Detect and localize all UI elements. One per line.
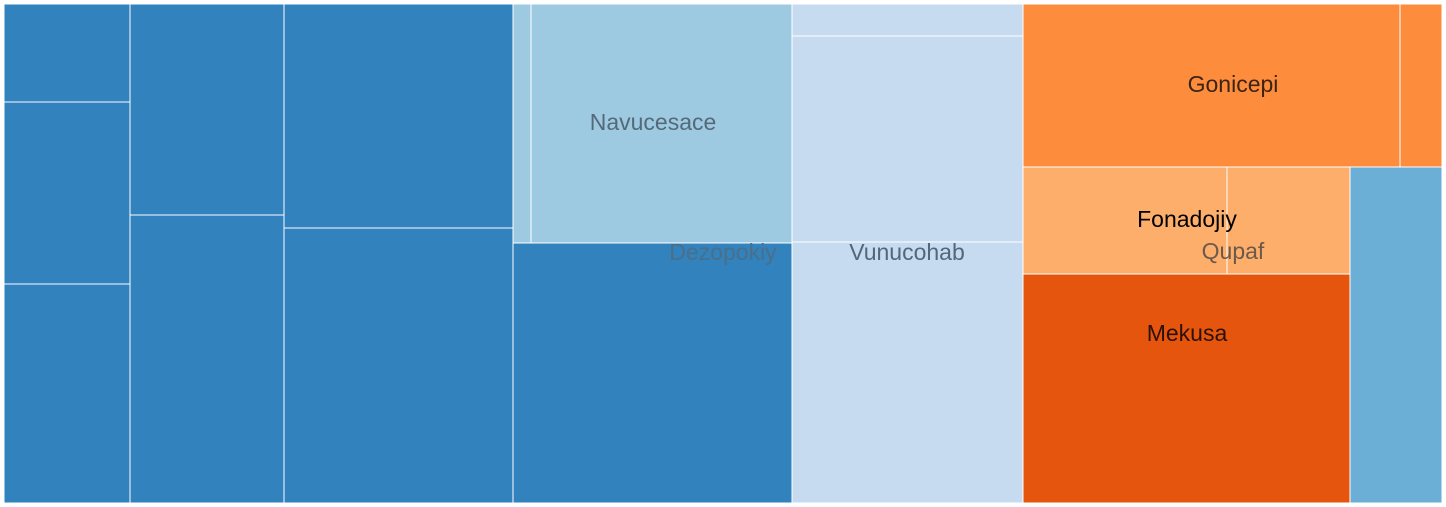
treemap-cell-0-8[interactable] [512,3,532,244]
group-label-dezopokiy: Dezopokiy [669,239,777,265]
treemap-cell-2-3[interactable] [1226,166,1351,275]
treemap-cell-0-1[interactable] [3,101,131,285]
treemap-cell-0-0[interactable] [3,3,131,103]
cell-label-mekusa: Mekusa [1147,320,1228,346]
treemap-cell-0-4[interactable] [129,214,285,504]
treemap-cell-mekusa[interactable] [1022,273,1351,504]
group-label-qupaf: Qupaf [1202,238,1265,264]
group-label-vunucohab: Vunucohab [849,239,965,265]
treemap-cell-0-6[interactable] [283,227,514,504]
treemap-cell-navucesace[interactable] [530,3,793,244]
treemap-cell-1-1[interactable] [791,35,1024,243]
treemap-cell-0-5[interactable] [283,3,514,229]
treemap-group-qupaf [1022,3,1443,504]
treemap-cell-0-2[interactable] [3,283,131,504]
treemap-cell-1-2[interactable] [791,241,1024,504]
cell-label-gonicepi: Gonicepi [1188,71,1279,97]
treemap-cell-fonadojiy[interactable] [1022,166,1228,275]
treemap-cell-2-1[interactable] [1399,3,1443,168]
treemap-cell-gonicepi[interactable] [1022,3,1401,168]
treemap-group-dezopokiy [3,3,793,504]
cell-label-navucesace: Navucesace [590,109,717,135]
treemap-cell-0-3[interactable] [129,3,285,216]
treemap-cell-1-0[interactable] [791,3,1024,37]
treemap-cell-2-5[interactable] [1349,166,1443,504]
cell-label-fonadojiy: Fonadojiy [1137,206,1237,232]
treemap-cell-0-7[interactable] [512,242,793,504]
treemap-group-vunucohab [791,3,1024,504]
